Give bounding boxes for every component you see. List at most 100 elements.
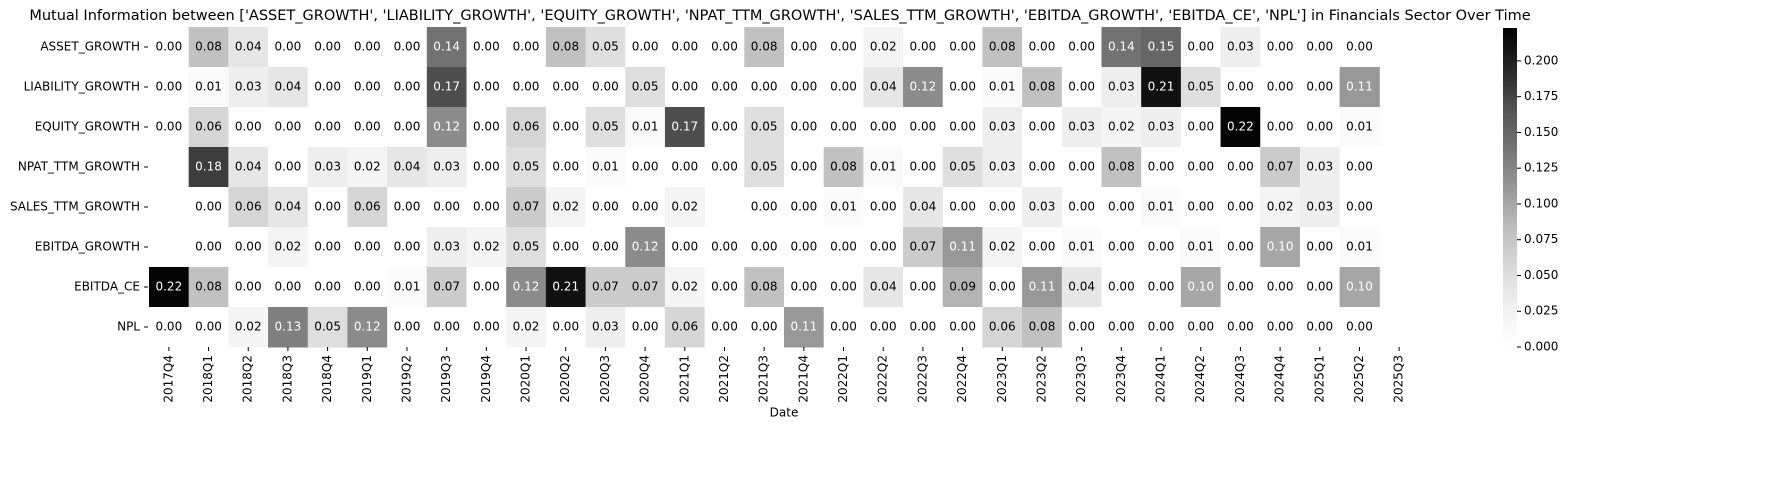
cell-label: 0.15 [1148,40,1175,54]
cell-label: 0.08 [195,280,222,294]
cell-label: 0.00 [751,200,778,214]
cell-label: 0.00 [155,40,182,54]
heatmap-cell [1180,107,1222,148]
heatmap-cell [1141,27,1182,68]
cell-label: 0.03 [314,160,341,174]
cell-label: 0.00 [1306,320,1333,334]
heatmap-cell [1101,307,1142,348]
cell-label: 0.00 [552,320,579,334]
heatmap-cell [1141,267,1182,308]
cell-label: 0.04 [394,160,421,174]
cell-label: 0.00 [870,120,897,134]
heatmap-cell [1260,267,1301,308]
heatmap-cell [1220,267,1261,308]
heatmap-cell [149,307,190,348]
heatmap-cell [664,67,706,108]
cell-label: 0.00 [473,120,500,134]
heatmap-cell [1061,147,1102,188]
heatmap-cell [1022,267,1063,308]
heatmap-cell [426,147,467,188]
x-tick-label: 2025Q1 [1312,355,1326,403]
heatmap-cell [1220,227,1261,268]
cell-label: 0.02 [235,320,262,334]
cell-label: 0.00 [1306,280,1333,294]
heatmap-cell [1220,27,1261,68]
heatmap-cell [625,67,666,108]
cell-label: 0.02 [354,160,381,174]
heatmap-cell [942,67,983,108]
heatmap-cell [506,187,547,228]
heatmap-cell [228,307,269,348]
heatmap-cell [426,227,467,268]
heatmap-cell [188,147,229,188]
heatmap-cell [149,267,190,308]
cell-label: 0.08 [552,40,579,54]
cell-label: 0.00 [592,200,619,214]
heatmap-cell [903,107,944,148]
heatmap-cell [188,227,229,268]
heatmap-cell [506,67,547,108]
heatmap-cell [1180,227,1222,268]
cell-label: 0.00 [790,240,817,254]
heatmap-cell [307,187,348,228]
cell-label: 0.00 [632,40,659,54]
cell-label: 0.03 [433,160,460,174]
heatmap-cell [664,187,706,228]
heatmap-cell [387,187,428,228]
heatmap-cell [704,27,745,68]
cell-label: 0.00 [1108,200,1135,214]
heatmap-cell [1299,307,1341,348]
heatmap-cell [585,187,626,228]
cell-label: 0.02 [671,200,698,214]
heatmap-cell [784,227,825,268]
cell-label: 0.00 [790,160,817,174]
cell-label: 0.00 [1346,40,1373,54]
cell-label: 0.08 [1029,80,1056,94]
cell-label: 0.04 [235,40,262,54]
cell-label: 0.00 [354,120,381,134]
heatmap-cell [1022,227,1063,268]
heatmap-cell [268,147,309,188]
cell-label: 0.18 [195,160,222,174]
cell-label: 0.05 [949,160,976,174]
cell-label: 0.05 [592,120,619,134]
heatmap-cell [506,307,547,348]
cell-label: 0.10 [1187,280,1214,294]
cell-label: 0.00 [354,80,381,94]
heatmap-cell [784,307,825,348]
cell-label: 0.00 [1306,80,1333,94]
heatmap-cell [1220,307,1261,348]
cell-label: 0.06 [235,200,262,214]
cell-label: 0.08 [830,160,857,174]
heatmap-cell [426,67,467,108]
cell-label: 0.01 [394,280,421,294]
cell-label: 0.00 [671,80,698,94]
heatmap-cell [1141,227,1182,268]
heatmap-cell [585,107,626,148]
heatmap-cell [903,307,944,348]
heatmap-cell [982,227,1023,268]
heatmap-cell [149,67,190,108]
cell-label: 0.00 [473,80,500,94]
cell-label: 0.00 [1068,200,1095,214]
cell-label: 0.03 [1306,160,1333,174]
heatmap-cell [585,307,626,348]
cell-label: 0.01 [830,200,857,214]
cell-label: 0.00 [910,120,937,134]
cell-label: 0.12 [433,120,460,134]
heatmap-cell [307,67,348,108]
heatmap-cell [1022,307,1063,348]
cell-label: 0.00 [473,280,500,294]
heatmap-cell [545,187,587,228]
heatmap-cell [942,307,983,348]
cell-label: 0.00 [790,280,817,294]
cell-label: 0.00 [1187,160,1214,174]
heatmap-cell [1220,187,1261,228]
heatmap-cell [506,227,547,268]
colorbar-tick-label: 0.100 [1524,196,1558,210]
heatmap-cell [823,107,864,148]
cell-label: 0.00 [1187,40,1214,54]
heatmap-cell [1141,187,1182,228]
cell-label: 0.00 [949,40,976,54]
